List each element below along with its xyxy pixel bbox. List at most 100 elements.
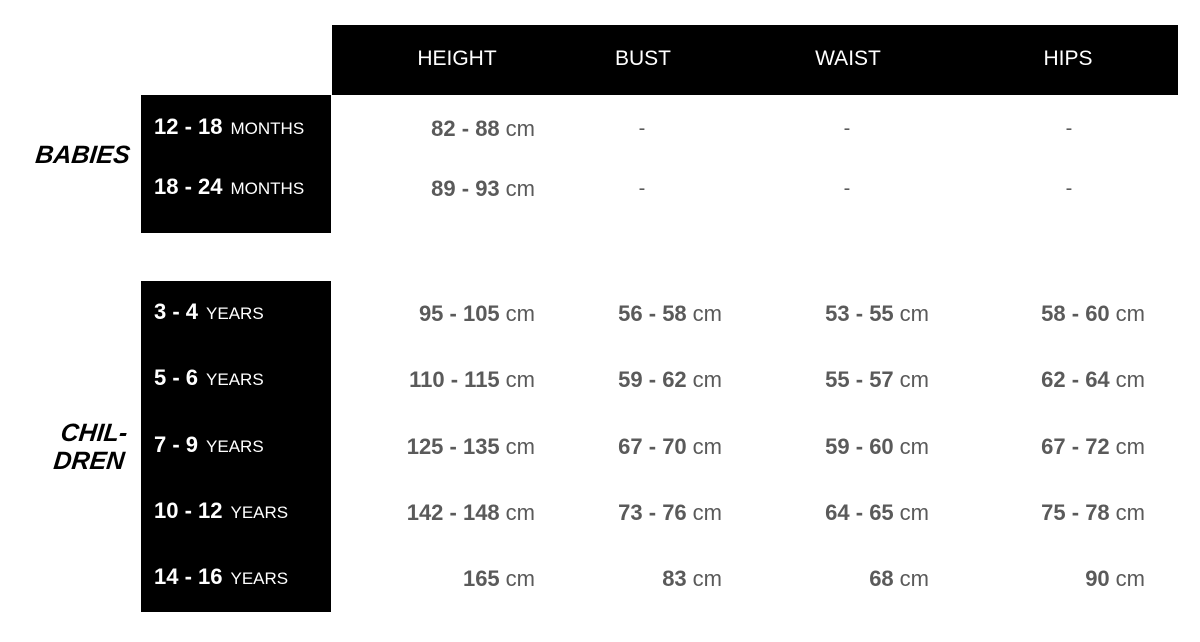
- measurement-unit: cm: [1115, 566, 1145, 591]
- group-label-line: DREN: [52, 447, 126, 475]
- age-unit: MONTHS: [230, 119, 305, 138]
- column-header-bar: HEIGHT BUST WAIST HIPS: [332, 25, 1178, 95]
- age-range: 5 - 6: [154, 365, 199, 390]
- measurement-unit: cm: [505, 301, 535, 326]
- measurement-value: 82 - 88: [431, 116, 500, 141]
- age-range: 14 - 16: [154, 564, 223, 589]
- empty-value: -: [843, 117, 851, 140]
- age-unit: MONTHS: [230, 179, 305, 198]
- age-range: 7 - 9: [154, 432, 199, 457]
- measurement-value: 83: [662, 566, 687, 591]
- measurement-waist: 68 cm: [869, 566, 929, 592]
- measurement-unit: cm: [899, 301, 929, 326]
- measurement-bust: 59 - 62 cm: [618, 367, 722, 393]
- measurement-value: 165: [462, 566, 500, 591]
- measurement-hips: 75 - 78 cm: [1041, 500, 1145, 526]
- measurement-unit: cm: [899, 500, 929, 525]
- empty-value: -: [1065, 177, 1073, 200]
- measurement-value: 90: [1085, 566, 1110, 591]
- age-range: 18 - 24: [154, 174, 223, 199]
- empty-value: -: [843, 177, 851, 200]
- measurement-height: 95 - 105 cm: [419, 301, 535, 327]
- measurement-unit: cm: [505, 566, 535, 591]
- measurement-unit: cm: [899, 434, 929, 459]
- group-label-babies: BABIES: [34, 141, 132, 169]
- measurement-value: 142 - 148: [406, 500, 500, 525]
- measurement-bust: 83 cm: [662, 566, 722, 592]
- measurement-waist: 53 - 55 cm: [825, 301, 929, 327]
- age-range: 12 - 18: [154, 114, 223, 139]
- babies-age-block: [141, 95, 331, 233]
- age-unit: YEARS: [206, 437, 264, 456]
- measurement-value: 55 - 57: [825, 367, 894, 392]
- measurement-unit: cm: [1115, 367, 1145, 392]
- measurement-height: 89 - 93 cm: [431, 176, 535, 202]
- age-unit: YEARS: [230, 503, 289, 522]
- column-header-height: HEIGHT: [417, 47, 497, 70]
- column-header-hips: HIPS: [1043, 47, 1093, 70]
- measurement-unit: cm: [1115, 500, 1145, 525]
- measurement-value: 53 - 55: [825, 301, 894, 326]
- measurement-value: 73 - 76: [618, 500, 687, 525]
- measurement-value: 75 - 78: [1041, 500, 1110, 525]
- measurement-unit: cm: [505, 434, 535, 459]
- measurement-unit: cm: [692, 367, 722, 392]
- measurement-hips: 90 cm: [1085, 566, 1145, 592]
- measurement-value: 59 - 60: [825, 434, 894, 459]
- measurement-waist: 55 - 57 cm: [825, 367, 929, 393]
- age-unit: YEARS: [230, 569, 289, 588]
- measurement-value: 62 - 64: [1041, 367, 1110, 392]
- column-header-waist: WAIST: [815, 47, 881, 70]
- empty-value: -: [1065, 117, 1073, 140]
- age-unit: YEARS: [206, 370, 264, 389]
- measurement-value: 56 - 58: [618, 301, 687, 326]
- age-range-label: 18 - 24 MONTHS: [154, 174, 304, 200]
- measurement-value: 59 - 62: [618, 367, 687, 392]
- measurement-hips: 62 - 64 cm: [1041, 367, 1145, 393]
- measurement-value: 110 - 115: [409, 367, 500, 392]
- measurement-bust: 73 - 76 cm: [618, 500, 722, 526]
- measurement-height: 125 - 135 cm: [407, 434, 535, 460]
- measurement-unit: cm: [692, 301, 722, 326]
- measurement-unit: cm: [899, 367, 929, 392]
- measurement-height: 165 cm: [463, 566, 535, 592]
- age-range-label: 14 - 16 YEARS: [154, 564, 288, 590]
- children-age-block: [141, 281, 331, 612]
- group-label-children: CHIL- DREN: [7, 419, 129, 475]
- measurement-bust: 67 - 70 cm: [618, 434, 722, 460]
- age-range-label: 7 - 9 YEARS: [154, 432, 264, 458]
- measurement-unit: cm: [692, 434, 722, 459]
- measurement-waist: 64 - 65 cm: [825, 500, 929, 526]
- measurement-value: 67 - 72: [1041, 434, 1110, 459]
- age-range: 3 - 4: [154, 299, 199, 324]
- measurement-value: 95 - 105: [418, 301, 500, 326]
- measurement-value: 64 - 65: [825, 500, 894, 525]
- measurement-unit: cm: [692, 566, 722, 591]
- measurement-value: 125 - 135: [406, 434, 500, 459]
- column-header-bust: BUST: [614, 47, 672, 70]
- measurement-unit: cm: [1115, 434, 1145, 459]
- measurement-unit: cm: [505, 367, 535, 392]
- group-label-line: CHIL-: [59, 419, 129, 447]
- empty-value: -: [638, 117, 646, 140]
- age-range-label: 10 - 12 YEARS: [154, 498, 288, 524]
- measurement-unit: cm: [505, 500, 535, 525]
- age-unit: YEARS: [206, 304, 264, 323]
- measurement-unit: cm: [505, 176, 535, 201]
- measurement-height: 110 - 115 cm: [409, 367, 535, 393]
- measurement-unit: cm: [1115, 301, 1145, 326]
- age-range-label: 5 - 6 YEARS: [154, 365, 264, 391]
- empty-value: -: [638, 177, 646, 200]
- measurement-value: 68: [869, 566, 894, 591]
- measurement-value: 67 - 70: [618, 434, 687, 459]
- measurement-unit: cm: [505, 116, 535, 141]
- measurement-hips: 67 - 72 cm: [1041, 434, 1145, 460]
- age-range-label: 12 - 18 MONTHS: [154, 114, 304, 140]
- measurement-height: 142 - 148 cm: [407, 500, 535, 526]
- measurement-hips: 58 - 60 cm: [1041, 301, 1145, 327]
- measurement-height: 82 - 88 cm: [431, 116, 535, 142]
- age-range: 10 - 12: [154, 498, 223, 523]
- measurement-value: 89 - 93: [431, 176, 500, 201]
- measurement-unit: cm: [899, 566, 929, 591]
- measurement-bust: 56 - 58 cm: [618, 301, 722, 327]
